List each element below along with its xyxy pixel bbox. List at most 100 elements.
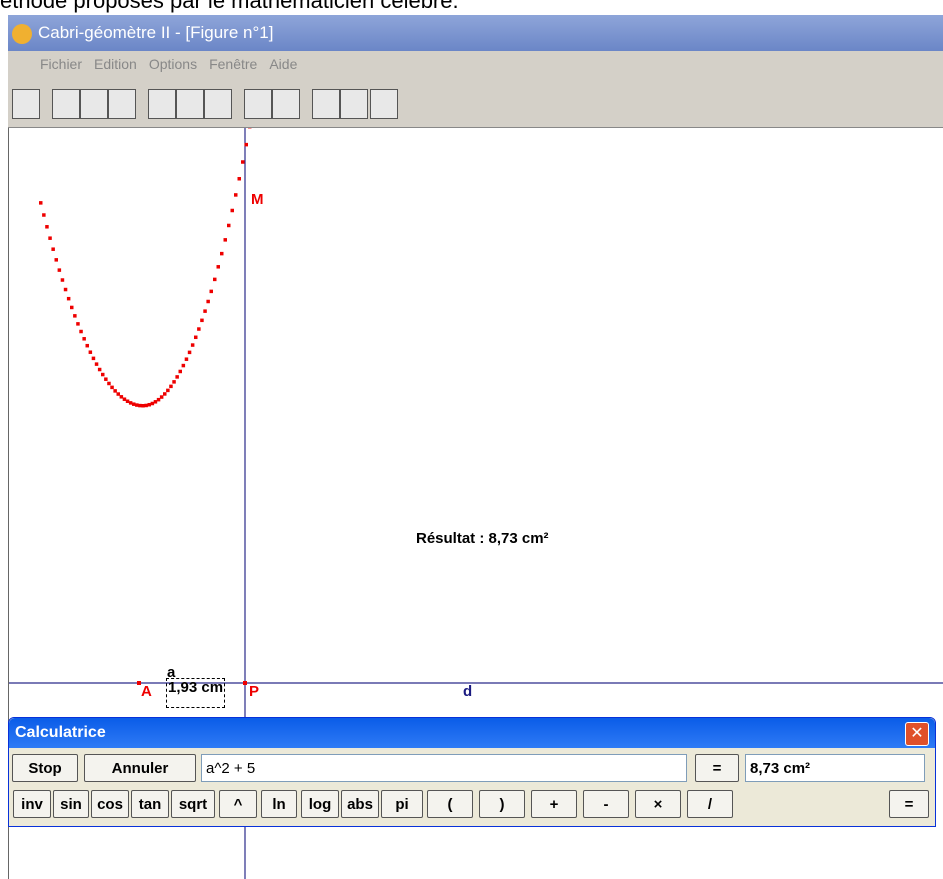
locus-dot xyxy=(178,369,182,374)
locus-dot xyxy=(113,389,117,393)
locus-dot xyxy=(187,350,192,355)
locus-dot xyxy=(147,402,151,407)
locus-dot xyxy=(203,309,207,313)
locus-dot xyxy=(150,401,155,406)
locus-dot xyxy=(241,160,245,164)
point-p xyxy=(243,681,247,685)
locus-dot xyxy=(237,177,241,181)
label-d: d xyxy=(463,683,473,700)
tool-button[interactable] xyxy=(370,89,398,119)
locus-dot xyxy=(190,343,195,347)
locus-dot xyxy=(141,403,145,408)
key-button[interactable]: sin xyxy=(53,790,89,818)
key-button[interactable]: - xyxy=(583,790,629,818)
locus-dot xyxy=(101,372,105,377)
locus-dot xyxy=(70,305,74,310)
locus-dot xyxy=(213,277,217,282)
tool-button[interactable] xyxy=(340,89,368,119)
key-button[interactable]: = xyxy=(889,790,929,818)
tool-button[interactable] xyxy=(80,89,108,119)
menu-item[interactable]: Options xyxy=(148,56,198,72)
locus-dot xyxy=(175,375,179,379)
locus-dot xyxy=(128,401,133,405)
key-button[interactable]: ln xyxy=(261,790,297,818)
window-title: Cabri-géomètre II - [Figure n°1] xyxy=(38,23,274,42)
locus-dot xyxy=(244,142,248,147)
locus-dot xyxy=(39,201,43,205)
key-button[interactable]: ) xyxy=(479,790,525,818)
locus-dot xyxy=(54,258,58,262)
locus-dot xyxy=(110,385,114,390)
tool-button[interactable] xyxy=(272,89,300,119)
locus-dot xyxy=(94,362,99,366)
locus-dot xyxy=(132,402,136,406)
locus-dot xyxy=(153,400,158,404)
label-a-var: a xyxy=(167,664,176,681)
key-button[interactable]: pi xyxy=(381,790,423,818)
locus-dot xyxy=(107,381,111,386)
measure-box: 1,93 cm xyxy=(166,678,226,708)
key-button[interactable]: inv xyxy=(13,790,51,818)
key-button[interactable]: abs xyxy=(341,790,379,818)
tool-button[interactable] xyxy=(12,89,40,119)
expression-input[interactable]: a^2 + 5 xyxy=(201,754,687,782)
menu-item[interactable]: Fichier xyxy=(40,56,83,72)
key-button[interactable]: sqrt xyxy=(171,790,215,818)
key-button[interactable]: ( xyxy=(427,790,473,818)
locus-dot xyxy=(197,327,201,331)
menu-item[interactable]: Aide xyxy=(269,56,298,72)
stop-button[interactable]: Stop xyxy=(12,754,78,782)
locus-dot xyxy=(220,251,224,256)
tool-button[interactable] xyxy=(148,89,176,119)
locus-dot xyxy=(172,380,176,384)
key-button[interactable]: cos xyxy=(91,790,129,818)
menu-item[interactable]: Edition xyxy=(94,56,137,72)
key-button[interactable]: / xyxy=(687,790,733,818)
key-button[interactable]: tan xyxy=(131,790,169,818)
menu-bar: Fichier Edition Options Fenêtre Aide xyxy=(8,51,943,77)
locus-dot xyxy=(227,223,231,228)
locus-dot xyxy=(209,289,213,294)
tool-button[interactable] xyxy=(108,89,136,119)
locus-dot xyxy=(159,395,164,399)
key-button[interactable]: + xyxy=(531,790,577,818)
toolbar xyxy=(8,77,943,128)
cancel-button[interactable]: Annuler xyxy=(84,754,196,782)
locus-dot xyxy=(76,322,80,326)
title-bar: Cabri-géomètre II - [Figure n°1] xyxy=(8,15,943,51)
locus-dot xyxy=(234,193,238,197)
locus-dot xyxy=(82,337,86,341)
locus-dot xyxy=(166,388,170,393)
locus-dot xyxy=(125,399,130,403)
tool-button[interactable] xyxy=(204,89,232,119)
locus-dot xyxy=(91,356,96,361)
locus-dot xyxy=(60,278,65,282)
locus-dot xyxy=(57,268,62,272)
locus-dot xyxy=(156,397,161,402)
locus-dot xyxy=(66,296,71,301)
close-button[interactable]: ✕ xyxy=(905,722,929,746)
locus-dot xyxy=(230,208,234,213)
locus-dot xyxy=(48,236,52,240)
label-p: P xyxy=(249,683,260,700)
locus-dot xyxy=(79,329,83,334)
key-button[interactable]: × xyxy=(635,790,681,818)
locus-dot xyxy=(104,377,108,381)
point-a xyxy=(137,681,141,685)
tool-button[interactable] xyxy=(52,89,80,119)
tool-button[interactable] xyxy=(244,89,272,119)
key-button[interactable]: log xyxy=(301,790,339,818)
equals-button[interactable]: = xyxy=(695,754,739,782)
tool-button[interactable] xyxy=(312,89,340,119)
locus-dot xyxy=(116,392,120,396)
key-button[interactable]: ^ xyxy=(219,790,257,818)
locus-dot xyxy=(73,314,77,318)
output-field: 8,73 cm² xyxy=(745,754,925,782)
locus-dot xyxy=(88,350,93,354)
tool-button[interactable] xyxy=(176,89,204,119)
locus-dot xyxy=(42,213,46,217)
label-m: M xyxy=(251,191,264,208)
menu-item[interactable]: Fenêtre xyxy=(209,56,258,72)
locus-dot xyxy=(169,384,173,389)
